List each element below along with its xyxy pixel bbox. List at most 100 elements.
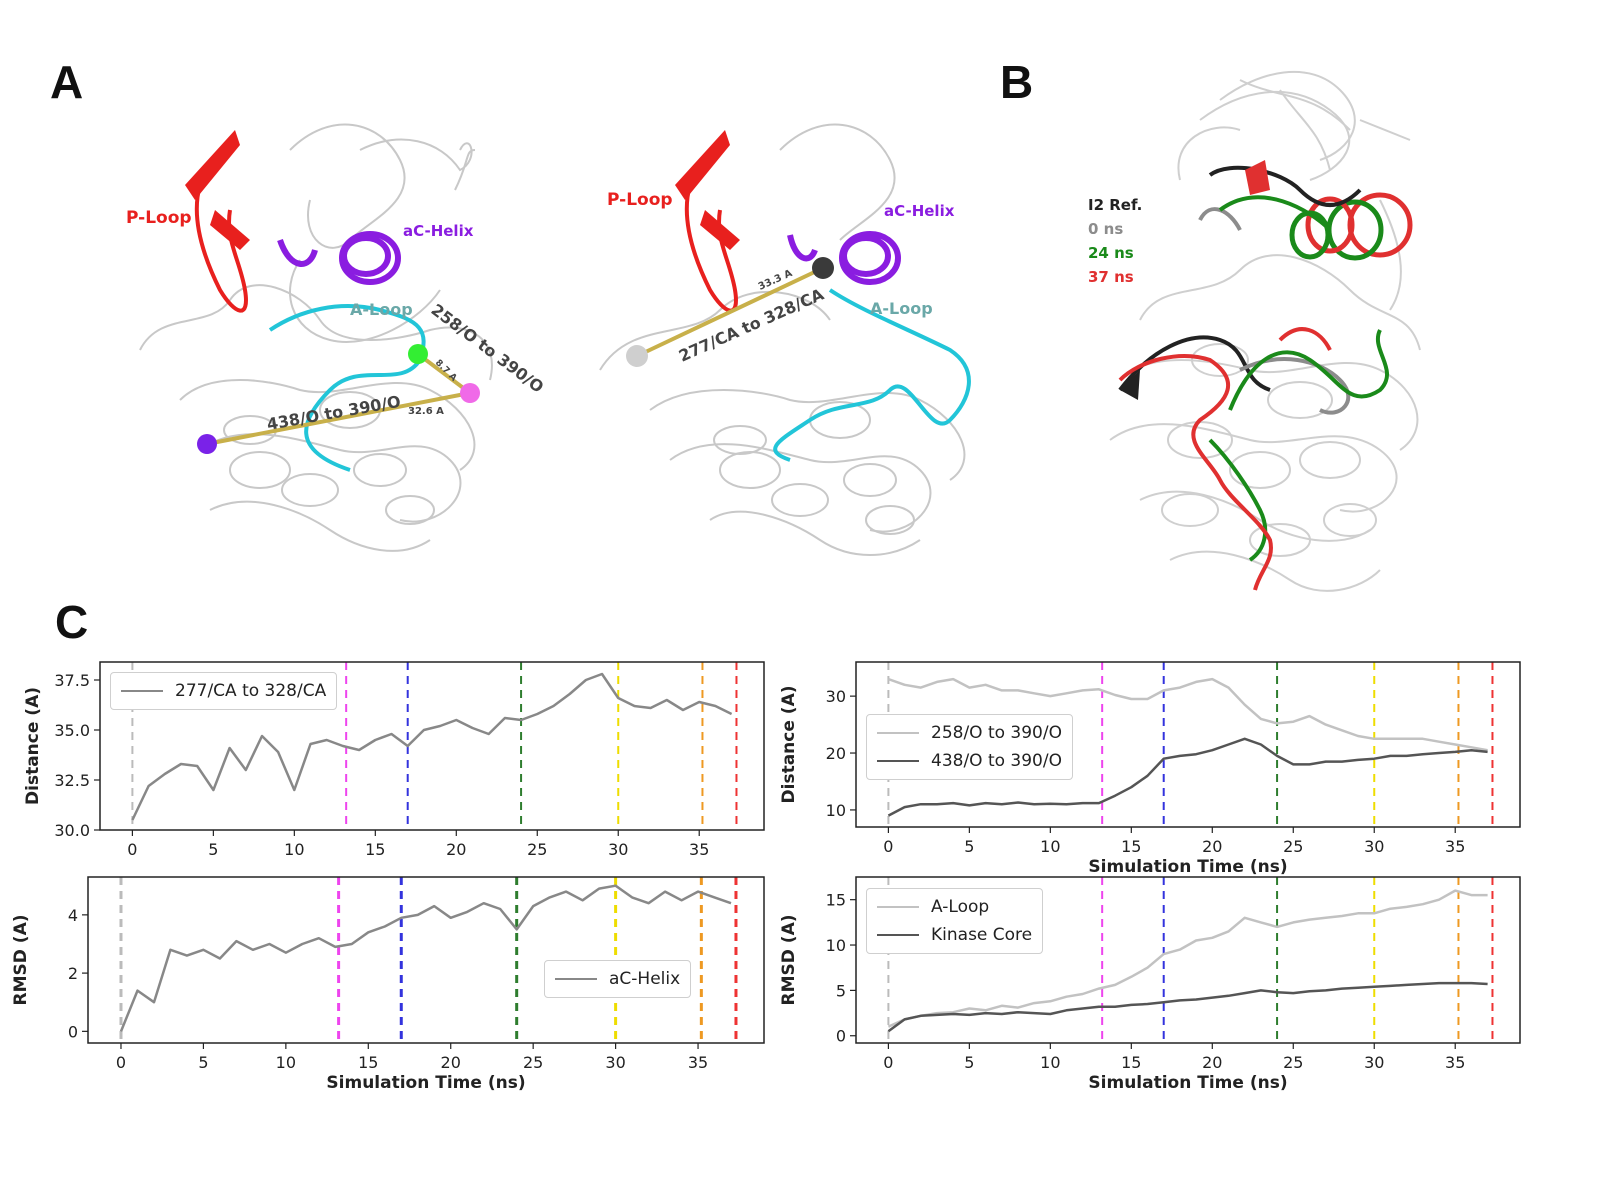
x-tick-label: 5 <box>198 1053 208 1072</box>
x-tick-label: 0 <box>116 1053 126 1072</box>
structure-b-legend: I2 Ref. 0 ns 24 ns 37 ns <box>1088 193 1142 289</box>
distance-line-277 <box>636 266 824 358</box>
atom-328 <box>812 257 834 279</box>
legend-label: Kinase Core <box>931 925 1033 945</box>
x-tick-label: 35 <box>1445 837 1465 856</box>
x-tick-label: 5 <box>964 1053 974 1072</box>
y-axis-label: Distance (A) <box>779 686 799 804</box>
x-tick-label: 15 <box>358 1053 378 1072</box>
label-ac-helix: aC-Helix <box>403 222 474 240</box>
x-tick-label: 25 <box>523 1053 543 1072</box>
structure-b <box>1109 70 1421 592</box>
x-tick-label: 20 <box>1202 837 1222 856</box>
legend-swatch <box>877 906 919 908</box>
legend-c1: 277/CA to 328/CA <box>110 672 338 710</box>
y-tick-label: 0 <box>836 1027 846 1046</box>
legend-item-kinase-core: Kinase Core <box>877 921 1032 949</box>
loop-24ns-green <box>1208 195 1389 562</box>
series-line-0 <box>887 677 1488 752</box>
series-line-1 <box>887 981 1488 1033</box>
ac-helix-ribbon <box>277 231 401 285</box>
y-tick-label: 5 <box>836 981 846 1000</box>
distance-line-87 <box>416 352 472 395</box>
p-loop-ribbon-mid <box>684 184 738 313</box>
p-loop-strand-mid-1 <box>675 130 730 200</box>
panel-letter-b: B <box>1000 56 1034 108</box>
legend-item-277: 277/CA to 328/CA <box>121 677 326 705</box>
y-tick-label: 20 <box>826 744 846 763</box>
label-ac-helix-mid: aC-Helix <box>884 202 955 220</box>
x-axis-label: Simulation Time (ns) <box>1088 857 1287 877</box>
atom-390 <box>408 344 428 364</box>
a-loop-ribbon-mid <box>773 288 971 462</box>
loop-37ns-red <box>1118 327 1332 591</box>
black-arrow-tip <box>1120 370 1140 400</box>
legend-swatch <box>877 760 919 762</box>
plot-frame <box>855 661 1521 828</box>
atom-438 <box>197 434 217 454</box>
x-tick-label: 35 <box>1445 1053 1465 1072</box>
legend-item-a-loop: A-Loop <box>877 893 1032 921</box>
x-tick-label: 15 <box>1121 1053 1141 1072</box>
legend-swatch <box>877 934 919 936</box>
plot-frame <box>855 876 1521 1044</box>
legend-swatch <box>555 978 597 980</box>
x-tick-label: 30 <box>608 840 628 859</box>
x-axis-label: Simulation Time (ns) <box>326 1073 525 1093</box>
y-tick-label: 37.5 <box>54 671 90 690</box>
legend-c2: 258/O to 390/O 438/O to 390/O <box>866 714 1073 780</box>
legend-c4: A-Loop Kinase Core <box>866 888 1044 954</box>
atom-258 <box>460 383 480 403</box>
x-tick-label: 30 <box>605 1053 625 1072</box>
distance-line-438 <box>206 391 471 446</box>
helix-bundle <box>1289 192 1413 261</box>
x-tick-label: 35 <box>689 840 709 859</box>
legend-37ns: 37 ns <box>1088 268 1134 286</box>
p-loop-strand-2 <box>210 210 250 250</box>
structure-a-left: P-Loop aC-Helix A-Loop 258/O to 390/O 43… <box>126 123 547 552</box>
legend-24ns: 24 ns <box>1088 244 1134 262</box>
structure-a-middle: P-Loop aC-Helix A-Loop 277/CA to 328/CA … <box>599 123 971 556</box>
x-tick-label: 25 <box>527 840 547 859</box>
x-tick-label: 20 <box>446 840 466 859</box>
panel-letter-a: A <box>50 56 84 108</box>
x-tick-label: 0 <box>883 1053 893 1072</box>
p-loop-strand-mid-2 <box>700 210 740 250</box>
legend-label: 277/CA to 328/CA <box>175 681 327 701</box>
protein-backbone-mid <box>599 123 966 556</box>
legend-item-ac-helix: aC-Helix <box>555 965 680 993</box>
y-tick-label: 32.5 <box>54 771 90 790</box>
y-axis-label: Distance (A) <box>23 687 43 805</box>
legend-label: 438/O to 390/O <box>931 751 1062 771</box>
p-loop-ribbon <box>194 184 248 313</box>
superposed-backbones <box>1109 70 1421 592</box>
y-tick-label: 30 <box>826 687 846 706</box>
legend-label: aC-Helix <box>609 969 681 989</box>
y-tick-label: 30.0 <box>54 821 90 840</box>
x-tick-label: 5 <box>208 840 218 859</box>
legend-swatch <box>877 732 919 734</box>
y-tick-label: 10 <box>826 801 846 820</box>
red-ribbon-tip <box>1245 160 1270 195</box>
y-tick-label: 0 <box>68 1022 78 1041</box>
x-tick-label: 0 <box>127 840 137 859</box>
atom-277 <box>626 345 648 367</box>
plot-frame <box>99 661 765 831</box>
series-line-0 <box>119 884 732 1032</box>
legend-item-258: 258/O to 390/O <box>877 719 1062 747</box>
label-a-loop: A-Loop <box>350 300 413 319</box>
x-tick-label: 15 <box>365 840 385 859</box>
x-tick-label: 10 <box>1040 1053 1060 1072</box>
x-tick-label: 25 <box>1283 837 1303 856</box>
p-loop-strand-1 <box>185 130 240 200</box>
legend-item-438: 438/O to 390/O <box>877 747 1062 775</box>
legend-0ns: 0 ns <box>1088 220 1124 238</box>
y-tick-label: 4 <box>68 906 78 925</box>
series-line-0 <box>131 672 733 821</box>
y-tick-label: 15 <box>826 891 846 910</box>
label-p-loop: P-Loop <box>126 208 192 228</box>
x-tick-label: 25 <box>1283 1053 1303 1072</box>
x-tick-label: 10 <box>284 840 304 859</box>
label-p-loop-mid: P-Loop <box>607 190 673 210</box>
